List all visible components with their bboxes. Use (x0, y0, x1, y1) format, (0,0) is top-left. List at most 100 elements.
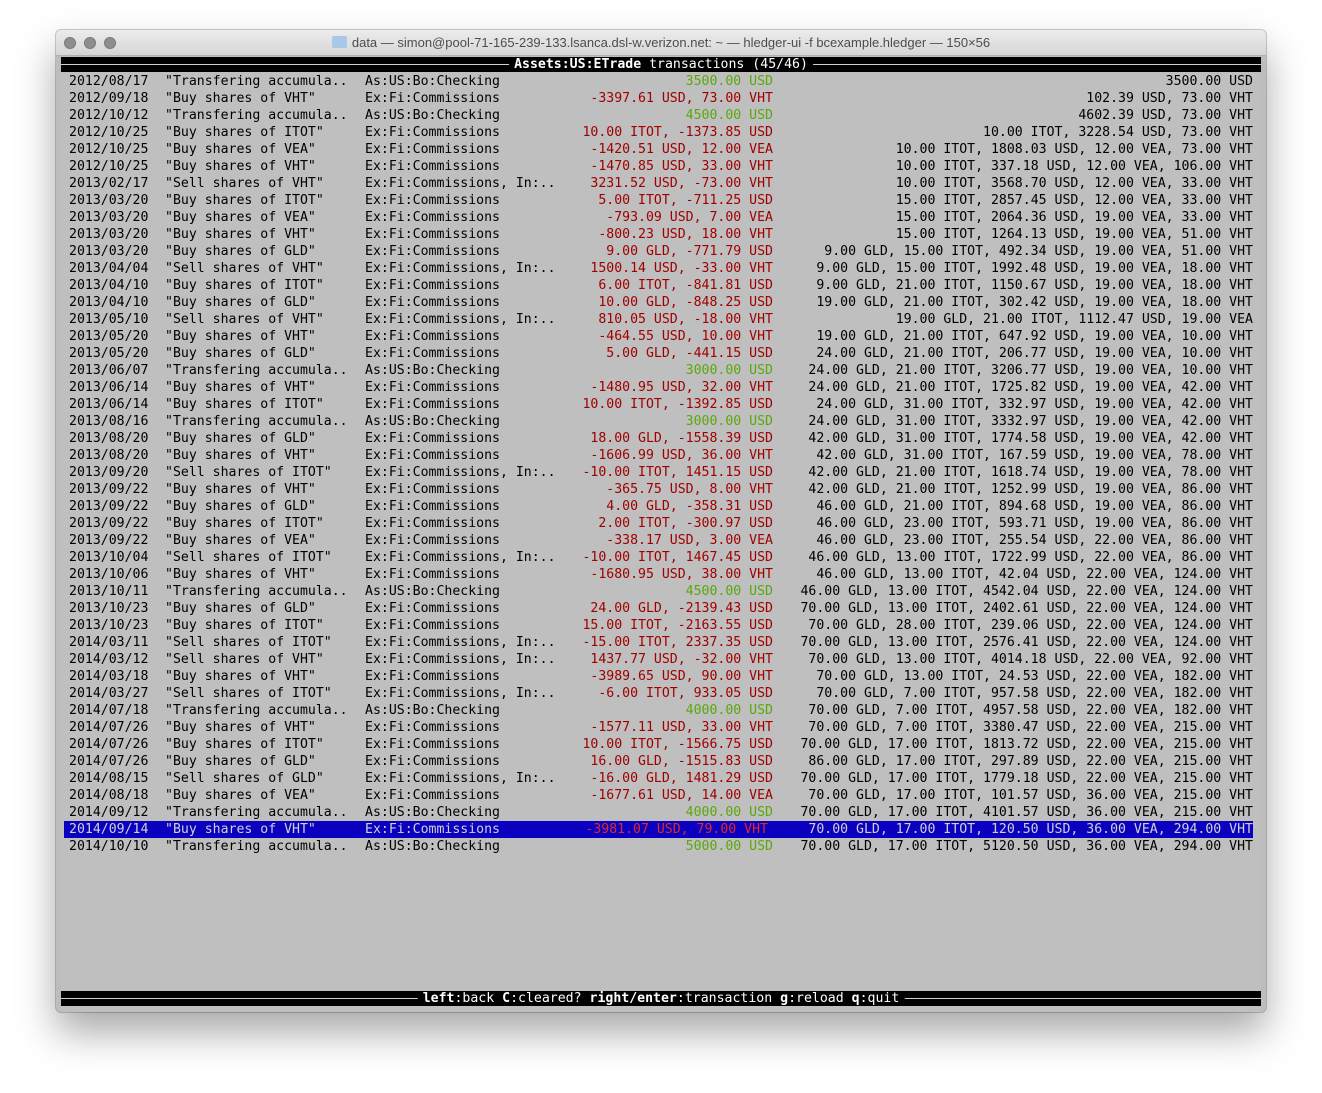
transaction-description: "Sell shares of VHT" (165, 652, 324, 667)
transaction-row[interactable]: 2013/02/17 "Sell shares of VHT" Ex:Fi:Comm… (61, 175, 1261, 192)
transaction-row[interactable]: 2012/10/12 "Transfering accumula.. As:US:B… (61, 107, 1261, 124)
transaction-description: "Transfering accumula.. (165, 363, 348, 378)
other-accounts: Ex:Fi:Commissions (365, 788, 500, 803)
transaction-row[interactable]: 2013/08/20 "Buy shares of GLD" Ex:Fi:Commi… (61, 430, 1261, 447)
change-amount: 6.00 ITOT, -841.81 USD (598, 278, 773, 293)
transaction-description: "Buy shares of VHT" (165, 482, 316, 497)
transaction-row[interactable]: 2013/04/04 "Sell shares of VHT" Ex:Fi:Comm… (61, 260, 1261, 277)
running-balance: 24.00 GLD, 21.00 ITOT, 3206.77 USD, 19.0… (808, 363, 1253, 378)
transaction-row[interactable]: 2013/09/20 "Sell shares of ITOT" Ex:Fi:Com… (61, 464, 1261, 481)
transaction-row[interactable]: 2014/03/27 "Sell shares of ITOT" Ex:Fi:Com… (61, 685, 1261, 702)
transaction-row[interactable]: 2013/06/14 "Buy shares of ITOT" Ex:Fi:Comm… (61, 396, 1261, 413)
other-accounts: Ex:Fi:Commissions, In:.. (365, 312, 556, 327)
transaction-row[interactable]: 2014/03/18 "Buy shares of VHT" Ex:Fi:Commi… (61, 668, 1261, 685)
transaction-row[interactable]: 2014/07/26 "Buy shares of GLD" Ex:Fi:Commi… (61, 753, 1261, 770)
transaction-row[interactable]: 2013/03/20 "Buy shares of GLD" Ex:Fi:Commi… (61, 243, 1261, 260)
change-amount: 4500.00 USD (685, 584, 773, 599)
transaction-date: 2013/10/06 (69, 567, 149, 582)
transaction-row[interactable]: 2013/09/22 "Buy shares of GLD" Ex:Fi:Commi… (61, 498, 1261, 515)
transaction-row[interactable]: 2012/08/17 "Transfering accumula.. As:US:B… (61, 73, 1261, 90)
change-amount: -10.00 ITOT, 1467.45 USD (582, 550, 773, 565)
transaction-row[interactable]: 2014/10/10 "Transfering accumula.. As:US:B… (61, 838, 1261, 855)
transaction-row[interactable]: 2012/10/25 "Buy shares of VHT" Ex:Fi:Commi… (61, 158, 1261, 175)
transaction-row[interactable]: 2014/07/26 "Buy shares of ITOT" Ex:Fi:Comm… (61, 736, 1261, 753)
transaction-row[interactable]: 2013/10/23 "Buy shares of GLD" Ex:Fi:Commi… (61, 600, 1261, 617)
change-amount: 1437.77 USD, -32.00 VHT (590, 652, 773, 667)
running-balance: 46.00 GLD, 23.00 ITOT, 255.54 USD, 22.00… (816, 533, 1253, 548)
transaction-row[interactable]: 2014/08/15 "Sell shares of GLD" Ex:Fi:Comm… (61, 770, 1261, 787)
transaction-date: 2012/08/17 (69, 74, 149, 89)
transaction-row[interactable]: 2013/09/22 "Buy shares of ITOT" Ex:Fi:Comm… (61, 515, 1261, 532)
transaction-row[interactable]: 2013/05/10 "Sell shares of VHT" Ex:Fi:Comm… (61, 311, 1261, 328)
other-accounts: Ex:Fi:Commissions (365, 193, 500, 208)
change-amount: -365.75 USD, 8.00 VHT (606, 482, 773, 497)
key-label-3: reload (796, 991, 844, 1006)
transaction-row[interactable]: 2014/07/26 "Buy shares of VHT" Ex:Fi:Commi… (61, 719, 1261, 736)
change-amount: -15.00 ITOT, 2337.35 USD (582, 635, 773, 650)
header-title: Assets:US:ETrade transactions (45/46) (509, 57, 813, 72)
transaction-row[interactable]: 2013/05/20 "Buy shares of VHT" Ex:Fi:Commi… (61, 328, 1261, 345)
running-balance: 70.00 GLD, 13.00 ITOT, 4014.18 USD, 22.0… (808, 652, 1253, 667)
transaction-row[interactable]: 2013/04/10 "Buy shares of GLD" Ex:Fi:Commi… (61, 294, 1261, 311)
transaction-row[interactable]: 2013/10/23 "Buy shares of ITOT" Ex:Fi:Comm… (61, 617, 1261, 634)
running-balance: 70.00 GLD, 28.00 ITOT, 239.06 USD, 22.00… (808, 618, 1253, 633)
change-amount: -464.55 USD, 10.00 VHT (598, 329, 773, 344)
running-balance: 86.00 GLD, 17.00 ITOT, 297.89 USD, 22.00… (808, 754, 1253, 769)
transaction-row[interactable]: 2014/08/18 "Buy shares of VEA" Ex:Fi:Commi… (61, 787, 1261, 804)
transaction-date: 2013/08/16 (69, 414, 149, 429)
key-label-1: cleared? (518, 991, 582, 1006)
transaction-row[interactable]: 2013/09/22 "Buy shares of VEA" Ex:Fi:Commi… (61, 532, 1261, 549)
transaction-row[interactable]: 2013/08/20 "Buy shares of VHT" Ex:Fi:Commi… (61, 447, 1261, 464)
transaction-row[interactable]: 2013/03/20 "Buy shares of ITOT" Ex:Fi:Comm… (61, 192, 1261, 209)
minimize-button[interactable] (84, 37, 96, 49)
transaction-row[interactable]: 2014/09/12 "Transfering accumula.. As:US:B… (61, 804, 1261, 821)
other-accounts: Ex:Fi:Commissions, In:.. (365, 635, 556, 650)
transaction-row-selected[interactable]: 2014/09/14 "Buy shares of VHT" Ex:Fi:Commi… (64, 821, 1253, 838)
other-accounts: Ex:Fi:Commissions (365, 601, 500, 616)
transaction-row[interactable]: 2014/07/18 "Transfering accumula.. As:US:B… (61, 702, 1261, 719)
other-accounts: Ex:Fi:Commissions, In:.. (365, 261, 556, 276)
transaction-date: 2014/08/15 (69, 771, 149, 786)
transaction-row[interactable]: 2014/03/11 "Sell shares of ITOT" Ex:Fi:Com… (61, 634, 1261, 651)
transaction-row[interactable]: 2013/10/11 "Transfering accumula.. As:US:B… (61, 583, 1261, 600)
other-accounts: As:US:Bo:Checking (365, 363, 500, 378)
transaction-row[interactable]: 2013/10/04 "Sell shares of ITOT" Ex:Fi:Com… (61, 549, 1261, 566)
running-balance: 9.00 GLD, 21.00 ITOT, 1150.67 USD, 19.00… (816, 278, 1253, 293)
change-amount: 10.00 ITOT, -1566.75 USD (582, 737, 773, 752)
change-amount: 9.00 GLD, -771.79 USD (606, 244, 773, 259)
transaction-row[interactable]: 2014/03/12 "Sell shares of VHT" Ex:Fi:Comm… (61, 651, 1261, 668)
zoom-button[interactable] (104, 37, 116, 49)
transaction-row[interactable]: 2012/10/25 "Buy shares of VEA" Ex:Fi:Commi… (61, 141, 1261, 158)
transaction-row[interactable]: 2013/09/22 "Buy shares of VHT" Ex:Fi:Commi… (61, 481, 1261, 498)
other-accounts: Ex:Fi:Commissions (365, 329, 500, 344)
transaction-row[interactable]: 2013/05/20 "Buy shares of GLD" Ex:Fi:Commi… (61, 345, 1261, 362)
transaction-row[interactable]: 2013/08/16 "Transfering accumula.. As:US:B… (61, 413, 1261, 430)
transaction-date: 2014/09/14 (69, 822, 149, 837)
running-balance: 19.00 GLD, 21.00 ITOT, 302.42 USD, 19.00… (816, 295, 1253, 310)
other-accounts: Ex:Fi:Commissions, In:.. (365, 465, 556, 480)
transaction-description: "Sell shares of ITOT" (165, 635, 332, 650)
key-2: right/enter (589, 991, 677, 1006)
transaction-row[interactable]: 2013/06/14 "Buy shares of VHT" Ex:Fi:Commi… (61, 379, 1261, 396)
transaction-row[interactable]: 2013/03/20 "Buy shares of VHT" Ex:Fi:Commi… (61, 226, 1261, 243)
transaction-row[interactable]: 2013/06/07 "Transfering accumula.. As:US:B… (61, 362, 1261, 379)
transaction-date: 2013/10/11 (69, 584, 149, 599)
change-amount: -3989.65 USD, 90.00 VHT (590, 669, 773, 684)
hledger-ui-screen[interactable]: Assets:US:ETrade transactions (45/46) 20… (61, 56, 1261, 1012)
close-button[interactable] (64, 37, 76, 49)
transaction-row[interactable]: 2012/09/18 "Buy shares of VHT" Ex:Fi:Commi… (61, 90, 1261, 107)
transaction-row[interactable]: 2013/04/10 "Buy shares of ITOT" Ex:Fi:Comm… (61, 277, 1261, 294)
transaction-date: 2013/08/20 (69, 431, 149, 446)
transaction-row[interactable]: 2013/03/20 "Buy shares of VEA" Ex:Fi:Commi… (61, 209, 1261, 226)
running-balance: 70.00 GLD, 17.00 ITOT, 4101.57 USD, 36.0… (800, 805, 1253, 820)
key-1: C (502, 991, 511, 1006)
header-bar: Assets:US:ETrade transactions (45/46) (61, 57, 1261, 72)
running-balance: 15.00 ITOT, 1264.13 USD, 19.00 VEA, 51.0… (895, 227, 1253, 242)
other-accounts: As:US:Bo:Checking (365, 805, 500, 820)
change-amount: 1500.14 USD, -33.00 VHT (590, 261, 773, 276)
transaction-row[interactable]: 2013/10/06 "Buy shares of VHT" Ex:Fi:Commi… (61, 566, 1261, 583)
transaction-row[interactable]: 2012/10/25 "Buy shares of ITOT" Ex:Fi:Comm… (61, 124, 1261, 141)
running-balance: 70.00 GLD, 17.00 ITOT, 101.57 USD, 36.00… (808, 788, 1253, 803)
running-balance: 46.00 GLD, 21.00 ITOT, 894.68 USD, 19.00… (816, 499, 1253, 514)
transaction-description: "Buy shares of VHT" (165, 227, 316, 242)
